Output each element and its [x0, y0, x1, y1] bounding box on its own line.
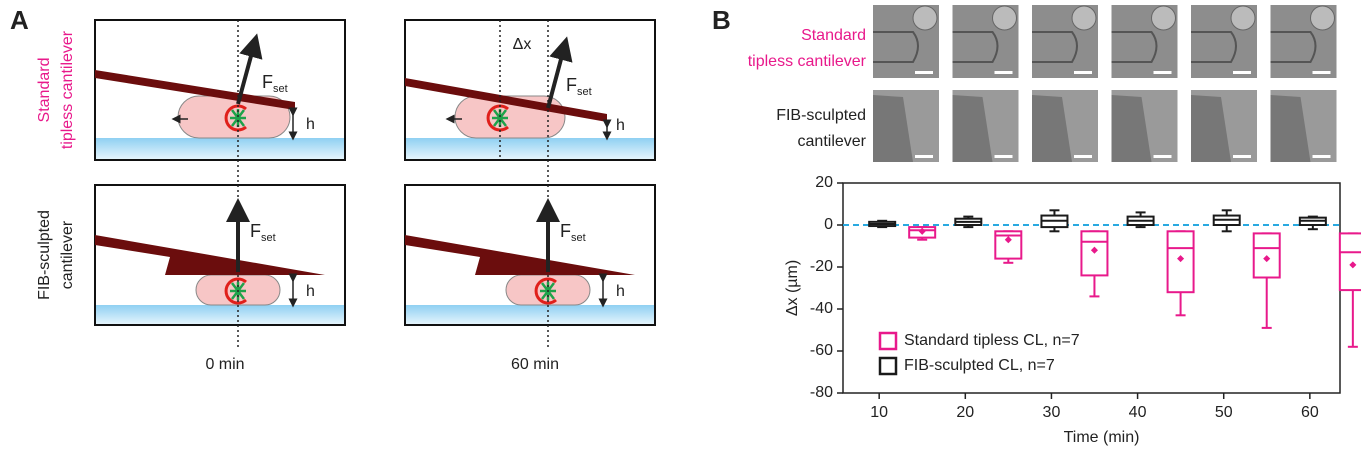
y-tick-label: -40: [810, 300, 833, 317]
cell: [913, 6, 937, 30]
cell: [1311, 6, 1335, 30]
box-chart: -80 -60 -40 -20 0 20 10 20 30 40 50 60 Time (min) Δx …: [784, 174, 1361, 446]
scale-bar: [1154, 71, 1172, 74]
scale-bar: [1074, 71, 1092, 74]
y-tick-label: 0: [824, 216, 833, 233]
scale-bar: [915, 155, 933, 158]
image-row-label: cantilever: [798, 133, 867, 150]
x-axis-title: Time (min): [1064, 429, 1140, 446]
y-tick-label: -20: [810, 258, 833, 275]
cell: [993, 6, 1017, 30]
scale-bar: [1233, 71, 1251, 74]
panel-label: A: [10, 5, 29, 35]
box: [1340, 233, 1361, 290]
y-axis-title: Δx (µm): [784, 260, 801, 316]
cell: [1072, 6, 1096, 30]
force-label: Fset: [250, 221, 276, 244]
force-label: Fset: [566, 75, 592, 98]
row-label-line: cantilever: [59, 220, 76, 289]
y-tick-label: 20: [815, 174, 833, 191]
micrographs: [873, 5, 1337, 162]
height-label: h: [306, 116, 315, 133]
legend-swatch: [880, 333, 896, 349]
row-label: Standard tipless cantilever: [36, 30, 76, 149]
force-label: Fset: [262, 72, 288, 95]
x-tick-label: 40: [1129, 404, 1147, 421]
height-label: h: [616, 283, 625, 300]
row-label-line: Standard: [36, 58, 53, 123]
scale-bar: [1074, 155, 1092, 158]
force-label: Fset: [560, 221, 586, 244]
height-label: h: [616, 117, 625, 134]
row-label: FIB-sculpted cantilever: [36, 210, 76, 300]
panel-label: B: [712, 5, 731, 35]
legend-label: FIB-sculpted CL, n=7: [904, 357, 1055, 374]
row-label-line: FIB-sculpted: [36, 210, 53, 300]
image-row-label: tipless cantilever: [748, 53, 867, 70]
scale-bar: [915, 71, 933, 74]
y-tick-label: -60: [810, 342, 833, 359]
legend-label: Standard tipless CL, n=7: [904, 332, 1080, 349]
column-label: 0 min: [205, 356, 244, 373]
scale-bar: [995, 155, 1013, 158]
scale-bar: [1313, 155, 1331, 158]
cell: [1152, 6, 1176, 30]
x-tick-label: 10: [870, 404, 888, 421]
column-label: 60 min: [511, 356, 559, 373]
height-label: h: [306, 283, 315, 300]
shift-label: Δx: [513, 36, 532, 53]
scale-bar: [995, 71, 1013, 74]
row-label-line: tipless cantilever: [59, 30, 76, 149]
legend-swatch: [880, 358, 896, 374]
diagram: [95, 20, 655, 350]
scale-bar: [1233, 155, 1251, 158]
x-tick-label: 20: [956, 404, 974, 421]
scale-bar: [1313, 71, 1331, 74]
x-tick-label: 60: [1301, 404, 1319, 421]
scale-bar: [1154, 155, 1172, 158]
x-tick-label: 50: [1215, 404, 1233, 421]
figure: A Standard tipless cantilever FIB-sculpte…: [0, 0, 1361, 460]
cell: [1231, 6, 1255, 30]
image-row-label: Standard: [801, 27, 866, 44]
x-tick-label: 30: [1043, 404, 1061, 421]
image-row-label: FIB-sculpted: [776, 107, 866, 124]
y-tick-label: -80: [810, 384, 833, 401]
